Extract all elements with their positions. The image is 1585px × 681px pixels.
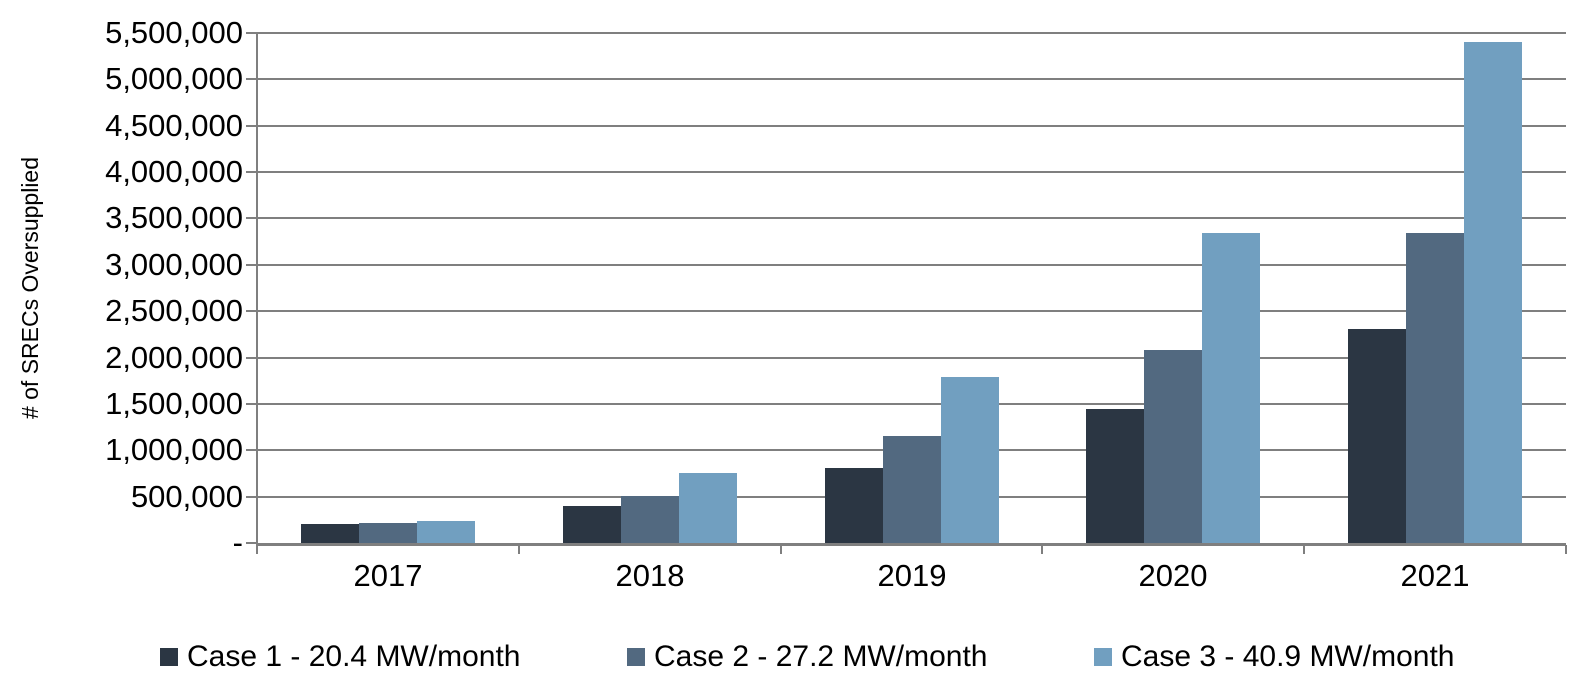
- y-axis-line: [256, 32, 258, 554]
- gridline: [257, 310, 1566, 312]
- bar-case-2-2020: [1144, 350, 1202, 543]
- gridline: [257, 217, 1566, 219]
- bar-case-2-2018: [621, 496, 679, 543]
- y-tick-label: 2,500,000: [105, 293, 243, 328]
- y-tick: [246, 542, 257, 544]
- x-tick: [518, 545, 520, 554]
- y-tick: [246, 449, 257, 451]
- y-tick-label: 1,000,000: [105, 432, 243, 467]
- legend-swatch: [160, 648, 178, 666]
- x-tick-label: 2018: [615, 558, 685, 593]
- y-tick: [246, 264, 257, 266]
- legend-item: Case 1 - 20.4 MW/month: [160, 638, 520, 676]
- y-tick-label: 500,000: [130, 479, 243, 514]
- bar-case-3-2018: [679, 473, 737, 543]
- y-tick-label: 3,000,000: [105, 247, 243, 282]
- bar-case-1-2021: [1348, 329, 1406, 543]
- x-tick-label: 2019: [877, 558, 947, 593]
- bar-case-1-2020: [1086, 409, 1144, 543]
- x-tick-label: 2017: [353, 558, 423, 593]
- y-tick: [246, 171, 257, 173]
- y-tick-label: 3,500,000: [105, 200, 243, 235]
- x-axis-line: [257, 543, 1566, 546]
- x-tick: [1303, 545, 1305, 554]
- y-tick: [246, 357, 257, 359]
- bar-case-3-2019: [941, 377, 999, 543]
- y-tick: [246, 125, 257, 127]
- x-tick: [1041, 545, 1043, 554]
- x-tick: [780, 545, 782, 554]
- y-tick: [246, 78, 257, 80]
- y-tick-label: 5,000,000: [105, 61, 243, 96]
- bar-case-3-2017: [417, 521, 475, 543]
- y-tick-label: 5,500,000: [105, 15, 243, 50]
- bar-case-1-2017: [301, 524, 359, 543]
- y-tick-label: 2,000,000: [105, 340, 243, 375]
- gridline: [257, 264, 1566, 266]
- bar-case-3-2021: [1464, 42, 1522, 543]
- gridline: [257, 32, 1566, 34]
- gridline: [257, 78, 1566, 80]
- legend-label: Case 1 - 20.4 MW/month: [187, 640, 521, 673]
- y-tick: [246, 496, 257, 498]
- gridline: [257, 357, 1566, 359]
- legend-label: Case 3 - 40.9 MW/month: [1121, 640, 1455, 673]
- y-tick: [246, 32, 257, 34]
- gridline: [257, 171, 1566, 173]
- y-tick-label: -: [232, 525, 243, 560]
- y-tick-label: 4,500,000: [105, 108, 243, 143]
- bar-case-2-2021: [1406, 233, 1464, 543]
- legend-item: Case 3 - 40.9 MW/month: [1094, 638, 1454, 676]
- x-tick-label: 2020: [1138, 558, 1208, 593]
- legend-label: Case 2 - 27.2 MW/month: [654, 640, 988, 673]
- y-tick: [246, 310, 257, 312]
- chart-legend: Case 1 - 20.4 MW/month Case 2 - 27.2 MW/m…: [0, 638, 1585, 678]
- x-tick: [256, 545, 258, 554]
- legend-item: Case 2 - 27.2 MW/month: [627, 638, 987, 676]
- x-tick-label: 2021: [1400, 558, 1470, 593]
- y-tick: [246, 403, 257, 405]
- plot-area: [257, 32, 1566, 543]
- y-tick-label: 1,500,000: [105, 386, 243, 421]
- y-tick: [246, 217, 257, 219]
- bar-case-1-2019: [825, 468, 883, 543]
- gridline: [257, 403, 1566, 405]
- bar-case-3-2020: [1202, 233, 1260, 543]
- legend-swatch: [627, 648, 645, 666]
- y-tick-label: 4,000,000: [105, 154, 243, 189]
- legend-swatch: [1094, 648, 1112, 666]
- bar-case-2-2017: [359, 523, 417, 543]
- x-tick: [1565, 545, 1567, 554]
- gridline: [257, 125, 1566, 127]
- bar-case-1-2018: [563, 506, 621, 543]
- bar-case-2-2019: [883, 436, 941, 543]
